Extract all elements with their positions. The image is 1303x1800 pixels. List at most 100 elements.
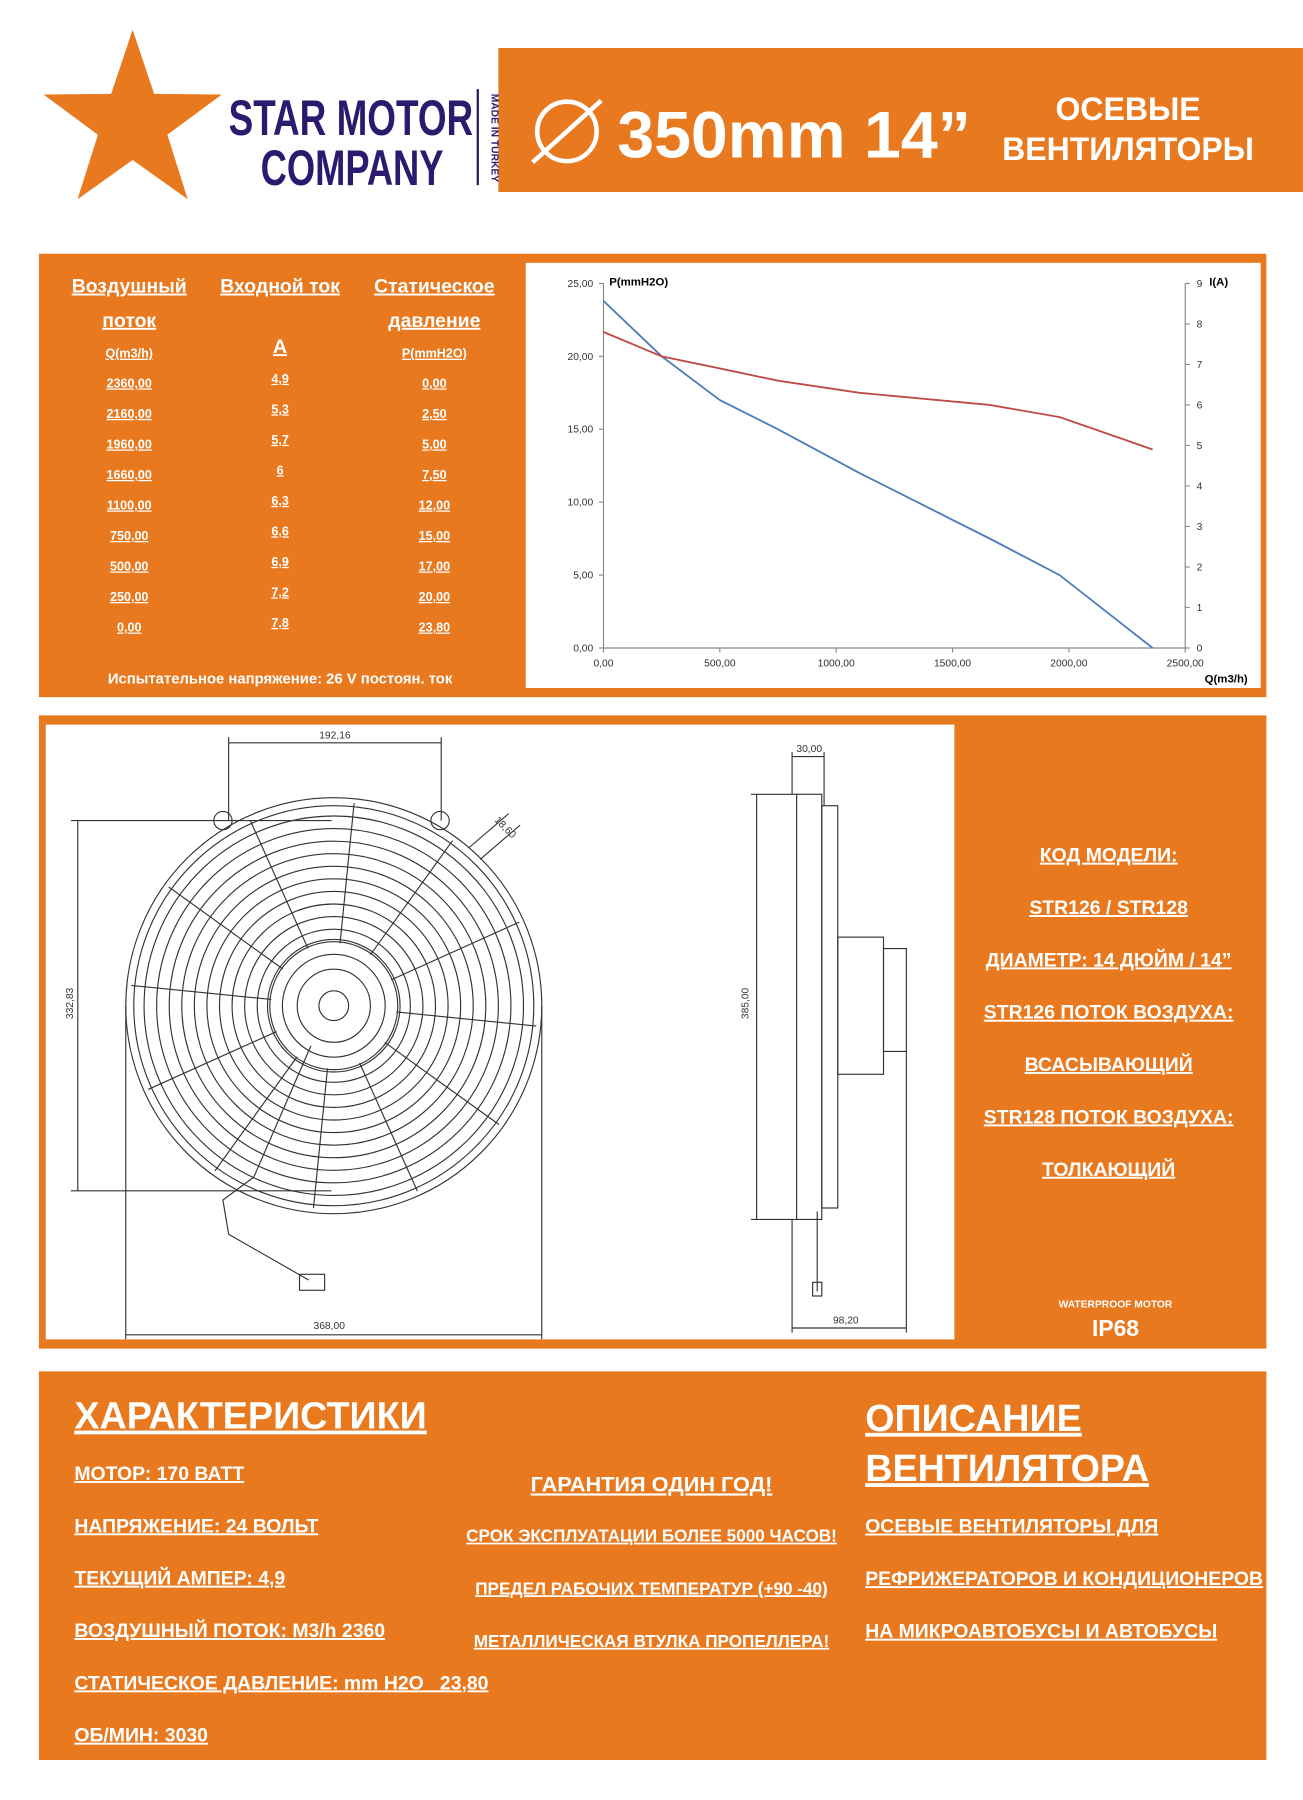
drawing-line (396, 1011, 537, 1027)
description-title: ВЕНТИЛЯТОРА (865, 1447, 1149, 1489)
model-info: STR126 ПОТОК ВОЗДУХА: (984, 1002, 1234, 1024)
drawing-line (359, 1062, 418, 1192)
drawing-line (339, 803, 355, 944)
table-cell: 7,50 (422, 468, 446, 482)
warranty-item: МЕТАЛЛИЧЕСКАЯ ВТУЛКА ПРОПЕЛЛЕРА! (474, 1631, 829, 1651)
description-title: ОПИСАНИЕ (865, 1397, 1082, 1439)
table-cell: 750,00 (110, 529, 148, 543)
x-tick-label: 2500,00 (1167, 658, 1204, 669)
drawing-line (143, 815, 525, 1196)
table-cell: 1960,00 (107, 437, 152, 451)
drawing-line (168, 886, 284, 970)
table-cell: 1100,00 (107, 498, 152, 512)
model-info: STR128 ПОТОК ВОЗДУХА: (984, 1106, 1234, 1128)
drawing-line (214, 1056, 298, 1172)
y-tick-label: 25,00 (568, 279, 594, 290)
x-axis-title: Q(m3/h) (1205, 673, 1248, 685)
table-unit: A (273, 336, 287, 358)
specs-panel (38, 1371, 1267, 1760)
table-cell: 4,9 (271, 372, 288, 386)
drawing-line (131, 984, 272, 1001)
model-info: ВСАСЫВАЮЩИЙ (1025, 1052, 1193, 1076)
drawing-line (133, 805, 535, 1207)
chart-area (525, 262, 1261, 688)
table-cell: 2360,00 (107, 376, 152, 390)
warranty-item: СРОК ЭКСПЛУАТАЦИИ БОЛЕЕ 5000 ЧАСОВ! (466, 1526, 837, 1546)
drawing-line (266, 938, 401, 1073)
table-cell: 1660,00 (107, 468, 152, 482)
spec-item: СТАТИЧЕСКОЕ ДАВЛЕНИЕ: mm H2O 23,80 (74, 1672, 488, 1694)
drawing-line (390, 921, 520, 981)
table-note: Испытательное напряжение: 26 V постоян. … (108, 671, 453, 687)
table-header: Входной ток (220, 276, 340, 298)
model-info: ТОЛКАЮЩИЙ (1042, 1157, 1175, 1181)
dimension-label: 30,00 (796, 744, 822, 755)
drawing-line (193, 865, 474, 1146)
drawing-line (430, 810, 450, 831)
drawing-line (298, 1273, 326, 1291)
protection-caption: WATERPROOF MOTOR (1059, 1299, 1173, 1310)
drawing-line (882, 948, 907, 1052)
table-cell: 7,8 (271, 616, 288, 630)
y2-tick-label: 5 (1197, 441, 1203, 452)
drawing-line (249, 820, 309, 949)
drawing-line (370, 840, 454, 956)
drawing-line (218, 890, 449, 1121)
header-bar (498, 48, 1303, 192)
table-cell: 7,2 (271, 585, 288, 599)
table-cell: 5,7 (271, 433, 288, 447)
table-cell: 15,00 (419, 529, 450, 543)
dimension-label: 98,20 (833, 1315, 859, 1326)
spec-item: ТЕКУЩИЙ АМПЕР: 4,9 (74, 1566, 285, 1590)
dimension-label: 332,83 (65, 987, 76, 1019)
table-cell: 6,9 (271, 555, 288, 569)
product-type: ОСЕВЫЕ (1056, 91, 1201, 127)
x-tick-label: 2000,00 (1050, 658, 1087, 669)
drawing-line (156, 828, 512, 1184)
table-cell: 5,00 (422, 437, 446, 451)
model-info: ДИАМЕТР: 14 ДЮЙМ / 14” (986, 947, 1232, 971)
warranty-item: ГАРАНТИЯ ОДИН ГОД! (531, 1471, 773, 1496)
y-tick-label: 15,00 (568, 425, 594, 436)
brand-name: COMPANY (261, 139, 444, 196)
y-tick-label: 20,00 (568, 352, 594, 363)
y-axis-title: P(mmH2O) (609, 277, 668, 289)
table-unit: Q(m3/h) (105, 347, 152, 361)
table-cell: 2,50 (422, 407, 446, 421)
drawing-line (318, 990, 350, 1022)
diameter-symbol (534, 99, 599, 164)
y2-tick-label: 8 (1197, 319, 1203, 330)
x-tick-label: 500,00 (704, 658, 736, 669)
table-header: Воздушный (72, 276, 187, 298)
protection-rating: IP68 (1092, 1315, 1139, 1341)
drawing-line (269, 941, 399, 1071)
model-info: STR126 / STR128 (1029, 897, 1188, 919)
table-cell: 6 (277, 463, 284, 477)
x-tick-label: 1500,00 (934, 658, 971, 669)
table-cell: 6,3 (271, 494, 288, 508)
table-cell: 5,3 (271, 402, 288, 416)
origin: MADE IN TURKEY (489, 94, 500, 183)
y2-tick-label: 3 (1197, 522, 1203, 533)
y2-tick-label: 1 (1197, 603, 1203, 614)
drawing-line (384, 1041, 500, 1125)
specs-title: ХАРАКТЕРИСТИКИ (74, 1395, 426, 1437)
drawing-line (281, 953, 386, 1058)
spec-item: МОТОР: 170 ВАТТ (74, 1463, 244, 1485)
y2-axis-title: I(A) (1209, 277, 1228, 289)
y2-tick-label: 6 (1197, 400, 1203, 411)
table-cell: 0,00 (422, 376, 446, 390)
y2-tick-label: 2 (1197, 562, 1203, 573)
table-cell: 250,00 (110, 590, 148, 604)
dimension-label: 192,16 (319, 730, 351, 741)
table-cell: 17,00 (419, 560, 450, 574)
spec-item: НАПРЯЖЕНИЕ: 24 ВОЛЬТ (74, 1515, 318, 1537)
warranty-item: ПРЕДЕЛ РАБОЧИХ ТЕМПЕРАТУР (+90 -40) (475, 1578, 828, 1598)
drawing-line (479, 824, 521, 860)
table-cell: 23,80 (419, 621, 450, 635)
diameter-symbol (531, 98, 603, 164)
logo-star (43, 29, 222, 200)
dimension-label: 385,00 (741, 987, 752, 1019)
y-tick-label: 10,00 (568, 498, 594, 509)
